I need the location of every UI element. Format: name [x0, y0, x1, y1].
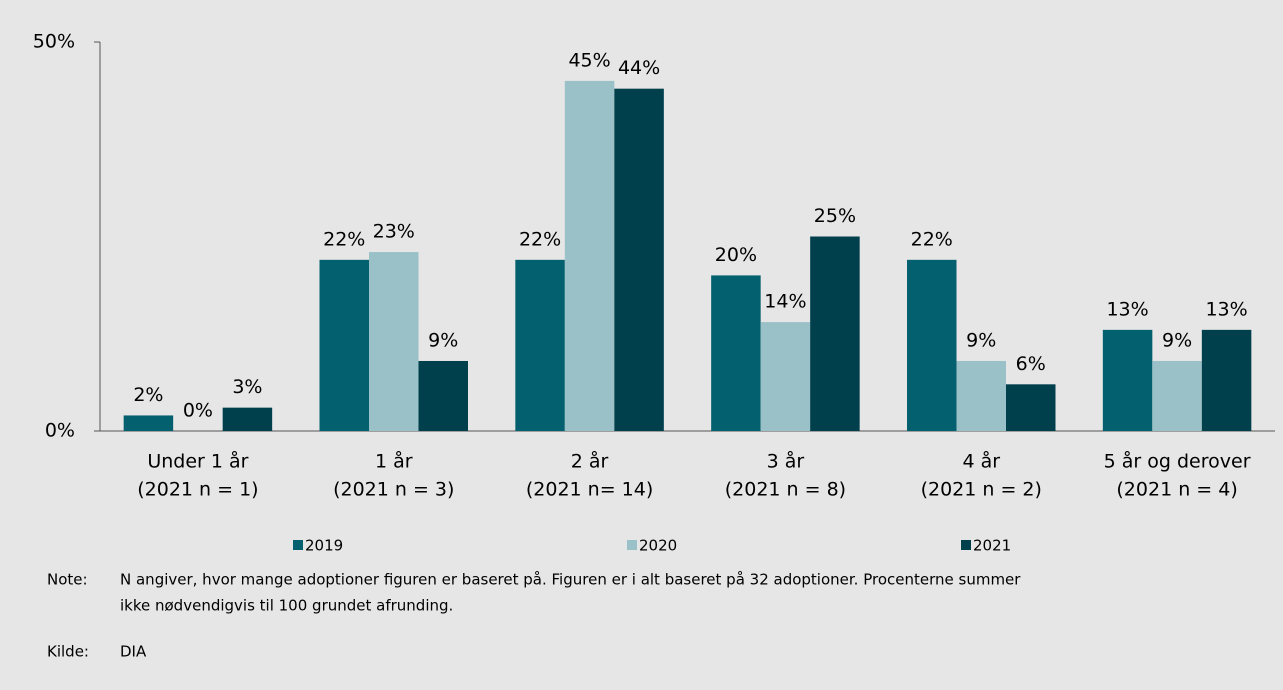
value-label: 13% — [1106, 298, 1148, 320]
value-label: 44% — [618, 57, 660, 79]
x-tick-label: 3 år — [767, 450, 805, 473]
value-label: 13% — [1205, 298, 1247, 320]
y-tick-label: 0% — [45, 420, 75, 442]
legend-label: 2019 — [305, 537, 343, 555]
x-tick-label: (2021 n = 8) — [725, 479, 846, 501]
value-label: 22% — [911, 228, 953, 250]
x-tick-label: (2021 n = 4) — [1116, 479, 1237, 501]
y-tick-label: 50% — [33, 31, 75, 53]
value-label: 2% — [133, 384, 163, 406]
bar — [319, 259, 369, 431]
bar — [810, 236, 860, 431]
value-label: 14% — [764, 291, 806, 313]
value-label: 22% — [323, 228, 365, 250]
value-label: 9% — [428, 329, 458, 351]
bar — [1006, 384, 1056, 431]
legend-swatch — [627, 540, 637, 550]
value-label: 23% — [373, 221, 415, 243]
value-label: 0% — [183, 400, 213, 422]
bar — [956, 360, 1006, 431]
value-label: 6% — [1016, 353, 1046, 375]
value-label: 20% — [715, 244, 757, 266]
source-text: DIA — [120, 643, 147, 661]
value-label: 9% — [1162, 329, 1192, 351]
bar — [614, 88, 664, 432]
bar — [564, 80, 615, 432]
legend-label: 2021 — [973, 537, 1011, 555]
x-tick-label: 2 år — [571, 450, 609, 473]
x-tick-label: (2021 n = 2) — [921, 479, 1042, 501]
bar — [515, 259, 565, 431]
value-label: 25% — [814, 205, 856, 227]
x-tick-label: 4 år — [962, 450, 1000, 473]
bar — [711, 275, 761, 431]
legend-swatch — [293, 540, 303, 550]
bar — [222, 407, 273, 431]
bar — [418, 360, 468, 431]
value-label: 9% — [966, 329, 996, 351]
x-tick-label: (2021 n= 14) — [526, 479, 653, 501]
value-label: 45% — [568, 49, 610, 71]
x-tick-label: 5 år og derover — [1104, 450, 1251, 473]
x-tick-label: 1 år — [375, 450, 413, 473]
source-label: Kilde: — [47, 643, 89, 661]
bar — [1152, 360, 1202, 431]
bar — [760, 322, 811, 431]
value-label: 22% — [519, 228, 561, 250]
note-label: Note: — [47, 571, 88, 589]
bar — [1102, 329, 1153, 431]
legend-swatch — [961, 540, 971, 550]
bar — [369, 252, 419, 431]
note-text: N angiver, hvor mange adoptioner figuren… — [120, 571, 1021, 589]
bar — [1201, 329, 1252, 431]
x-tick-label: Under 1 år — [147, 450, 248, 473]
value-label: 3% — [232, 376, 262, 398]
bar — [907, 259, 957, 431]
note-text: ikke nødvendigvis til 100 grundet afrund… — [120, 597, 453, 615]
x-tick-label: (2021 n = 3) — [333, 479, 454, 501]
bar — [123, 415, 174, 431]
legend-label: 2020 — [639, 537, 677, 555]
x-tick-label: (2021 n = 1) — [137, 479, 258, 501]
